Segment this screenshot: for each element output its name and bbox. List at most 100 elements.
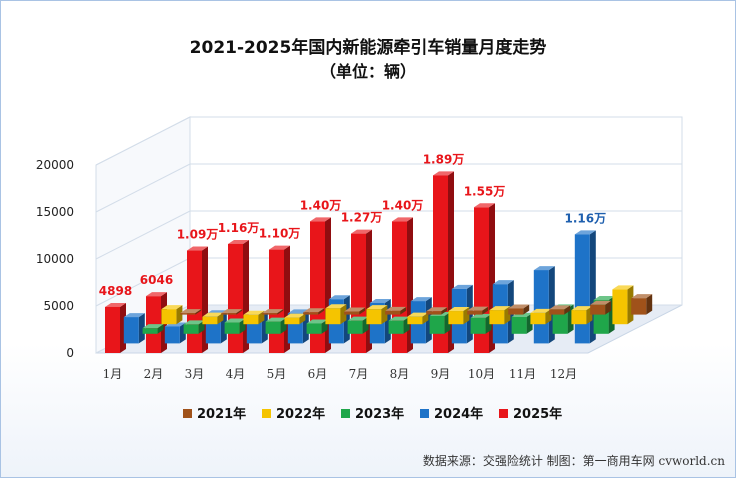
bar-face	[105, 306, 120, 353]
bar-top	[574, 230, 596, 235]
x-tick-label: 4月	[226, 367, 246, 381]
bar-face	[164, 326, 180, 344]
bar-top	[593, 295, 615, 300]
bar-side	[381, 305, 388, 325]
bar-top	[123, 313, 145, 318]
bar-2023年-1月	[142, 324, 164, 334]
bar-face	[590, 304, 606, 315]
bar-face	[228, 243, 243, 353]
bar-top	[202, 312, 224, 317]
bar-2021年-3月	[262, 309, 284, 315]
bar-2023年-7月	[388, 316, 410, 334]
bar-side	[564, 305, 571, 315]
gridline-side	[95, 163, 191, 213]
bar-face	[161, 309, 177, 325]
bar-face	[123, 317, 139, 344]
bar-top	[221, 309, 243, 314]
data-label: 1.40万	[300, 198, 342, 212]
bar-face	[202, 316, 218, 325]
bar-face	[407, 316, 423, 325]
bar-top	[433, 171, 454, 176]
bar-top	[474, 203, 495, 208]
bar-side	[482, 306, 489, 315]
x-tick-label: 3月	[185, 367, 205, 381]
bar-top	[142, 324, 164, 329]
data-label: 6046	[140, 273, 173, 287]
bar-top	[347, 316, 369, 321]
bar-face	[265, 321, 281, 334]
bar-2025年-1月	[105, 302, 126, 353]
bar-top	[325, 304, 347, 309]
legend-label: 2025年	[513, 406, 562, 422]
bar-2022年-7月	[407, 312, 429, 325]
bar-side	[157, 324, 164, 334]
data-label: 1.27万	[341, 211, 383, 225]
bar-2021年-2月	[221, 309, 243, 315]
bar-face	[612, 289, 628, 325]
bar-top	[187, 246, 208, 251]
bar-2021年-10月	[549, 305, 571, 315]
bar-top	[310, 217, 331, 222]
bar-top	[467, 306, 489, 311]
bar-top	[265, 317, 287, 322]
bar-face	[180, 313, 196, 315]
bar-2023年-4月	[265, 317, 287, 334]
bar-2022年-11月	[571, 306, 593, 325]
bar-top	[426, 307, 448, 312]
chart-title: 2021-2025年国内新能源牵引车销量月度走势	[190, 37, 547, 58]
chart-subtitle: （单位：辆）	[320, 62, 416, 81]
bar-group	[105, 171, 653, 353]
bar-top	[533, 266, 555, 271]
bar-top	[407, 312, 429, 317]
bar-2022年-3月	[243, 310, 265, 325]
x-tick-label: 2月	[144, 367, 164, 381]
legend-item: 2022年	[262, 406, 325, 422]
bar-2021年-7月	[426, 307, 448, 315]
bar-face	[306, 323, 322, 334]
bar-top	[489, 306, 511, 311]
bar-face	[344, 311, 360, 315]
legend-item: 2023年	[341, 406, 404, 422]
bar-top	[369, 298, 391, 303]
bar-side	[523, 304, 530, 315]
bar-face	[221, 313, 237, 315]
x-tick-label: 8月	[390, 367, 410, 381]
legend-item: 2021年	[183, 406, 246, 422]
bar-face	[574, 234, 590, 344]
y-tick-label: 15000	[36, 205, 74, 219]
data-label: 1.10万	[259, 227, 301, 241]
bar-top	[410, 297, 432, 302]
bar-2023年-3月	[224, 318, 246, 334]
bar-side	[176, 305, 183, 325]
bar-side	[605, 300, 612, 315]
bar-2022年-5月	[325, 304, 347, 325]
legend: 2021年 2022年 2023年 2024年 2025年	[183, 406, 562, 422]
legend-label: 2024年	[434, 406, 483, 422]
bar-top	[366, 305, 388, 310]
bar-2022年-10月	[530, 308, 552, 325]
gridline-side	[95, 257, 191, 307]
gridline-side	[95, 210, 191, 260]
bar-top	[105, 302, 126, 307]
bar-2023年-6月	[347, 316, 369, 334]
y-tick-label: 0	[66, 346, 74, 360]
bar-top	[228, 239, 249, 244]
bar-2025年-5月	[269, 245, 290, 353]
bar-face	[489, 310, 505, 325]
bar-top	[351, 229, 372, 234]
bar-top	[180, 309, 202, 314]
bar-top	[303, 308, 325, 313]
bar-face	[467, 310, 483, 315]
bar-top	[243, 310, 265, 315]
data-label: 1.16万	[218, 221, 260, 235]
bar-face	[351, 233, 366, 353]
bar-face	[429, 315, 445, 334]
bar-top	[146, 292, 167, 297]
bar-2022年-12月	[612, 285, 634, 325]
legend-label: 2023年	[355, 406, 404, 422]
bar-2024年-12月	[574, 230, 596, 344]
bar-2025年-3月	[187, 246, 208, 353]
bar-2021年-12月	[631, 294, 653, 315]
bar-face	[262, 313, 278, 315]
